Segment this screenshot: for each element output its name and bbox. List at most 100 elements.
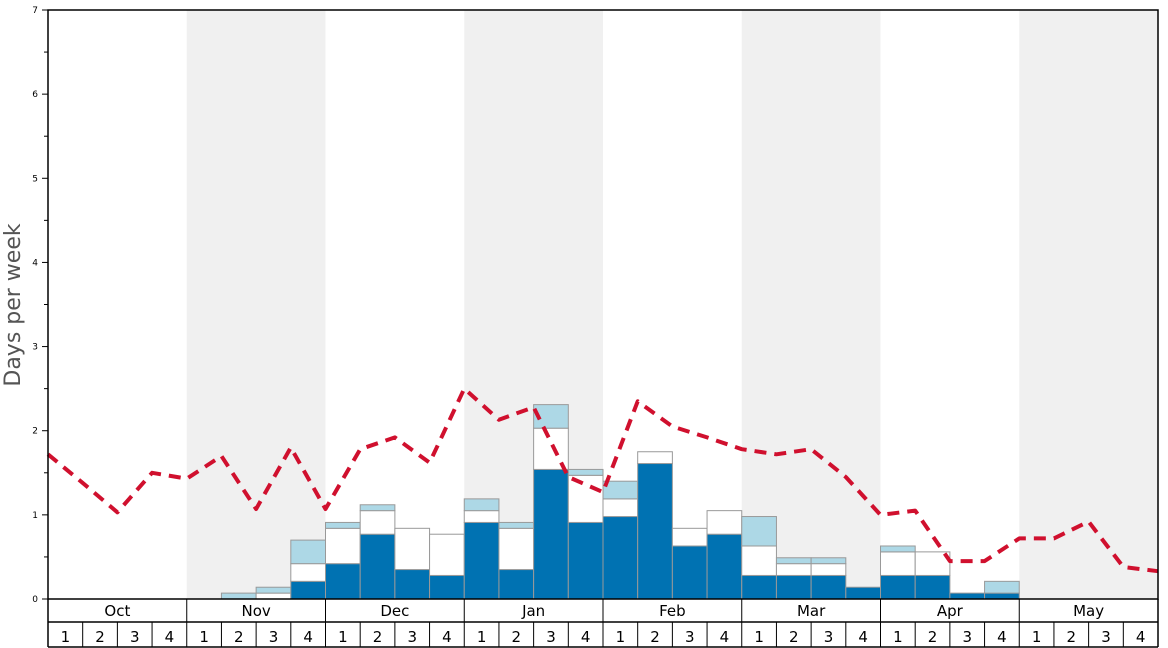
- bar-segment-dark: [880, 574, 916, 600]
- week-label: 1: [199, 628, 209, 646]
- bar-segment-light: [984, 580, 1020, 594]
- month-label: Dec: [380, 602, 409, 620]
- bar-segment-white: [359, 510, 396, 535]
- bar-segment-white: [463, 510, 500, 523]
- week-label: 1: [61, 628, 71, 646]
- week-label: 2: [95, 628, 105, 646]
- week-label: 2: [1067, 628, 1077, 646]
- week-label: 3: [546, 628, 556, 646]
- y-tick-label: 1: [32, 511, 38, 521]
- bar-segment-light: [533, 404, 569, 429]
- week-label: 1: [1032, 628, 1042, 646]
- bar-segment-dark: [463, 521, 500, 600]
- bar-segment-white: [637, 451, 673, 465]
- bar-segment-dark: [914, 574, 951, 600]
- week-label: 2: [789, 628, 799, 646]
- bar-segment-dark: [567, 521, 604, 600]
- y-tick-label: 7: [32, 6, 38, 16]
- y-tick-label: 6: [32, 90, 38, 100]
- bar-segment-light: [463, 498, 500, 512]
- month-band-nov: [186, 10, 326, 599]
- month-label: Nov: [241, 602, 270, 620]
- bar-segment-white: [914, 551, 951, 576]
- month-label: Apr: [937, 602, 964, 620]
- bar-segment-white: [325, 527, 361, 565]
- bar-segment-dark: [498, 569, 535, 600]
- bar-segment-white: [255, 592, 292, 600]
- bar-segment-light: [325, 521, 361, 529]
- bar-segment-dark: [637, 463, 673, 600]
- trend-line: [46, 386, 1159, 574]
- month-band-dec: [325, 10, 465, 599]
- week-label: 4: [1136, 628, 1146, 646]
- bar-segment-white: [741, 545, 777, 576]
- week-label: 3: [130, 628, 140, 646]
- bar-segment-white: [706, 510, 743, 535]
- y-tick-label: 4: [32, 258, 38, 268]
- bar-segment-light: [741, 516, 777, 547]
- y-axis: 0 1 2 3 4 5 6 7: [32, 6, 48, 605]
- bar-segment-dark: [671, 545, 708, 600]
- bar-segment-light: [498, 521, 535, 529]
- month-label: Jan: [521, 602, 545, 620]
- month-label: May: [1073, 602, 1104, 620]
- week-label: 1: [338, 628, 348, 646]
- week-label: 4: [581, 628, 591, 646]
- week-label: 3: [407, 628, 417, 646]
- bar-segment-white: [671, 527, 708, 547]
- y-tick-label: 0: [32, 595, 38, 605]
- week-label: 2: [234, 628, 244, 646]
- bar-segment-light: [567, 468, 604, 476]
- y-tick-label: 5: [32, 174, 38, 184]
- week-label: 3: [962, 628, 972, 646]
- month-label: Oct: [104, 602, 130, 620]
- week-label: 2: [373, 628, 383, 646]
- bar-segment-dark: [602, 516, 639, 600]
- bar-segment-white: [498, 527, 535, 571]
- bar-segment-light: [290, 539, 326, 565]
- bar-segment-white: [567, 474, 604, 523]
- bar-segment-white: [602, 498, 639, 518]
- bar-segment-dark: [706, 533, 743, 600]
- bar-segment-dark: [741, 574, 777, 600]
- y-tick-label: 3: [32, 343, 38, 353]
- week-label: 2: [512, 628, 522, 646]
- week-label: 4: [720, 628, 730, 646]
- bar-segment-dark: [429, 574, 465, 600]
- bar-segment-dark: [775, 574, 812, 600]
- bar-segment-dark: [290, 580, 326, 600]
- month-band-mar: [741, 10, 881, 599]
- month-label: Feb: [659, 602, 686, 620]
- bar-segment-dark: [359, 533, 396, 600]
- y-axis-label: Days per week: [1, 223, 26, 386]
- bar-segment-dark: [984, 592, 1020, 600]
- week-label: 3: [824, 628, 834, 646]
- bar-segment-dark: [533, 468, 569, 600]
- week-label: 4: [165, 628, 175, 646]
- bar-segment-light: [220, 592, 257, 600]
- month-band-oct: [48, 10, 187, 599]
- bar-segment-light: [775, 557, 812, 565]
- bar-segment-white: [880, 551, 916, 576]
- bars-layer: [220, 404, 1020, 600]
- bar-segment-dark: [810, 574, 847, 600]
- bar-segment-white: [394, 527, 431, 571]
- week-label: 1: [477, 628, 487, 646]
- bar-segment-white: [775, 563, 812, 576]
- month-label: Mar: [797, 602, 826, 620]
- bar-segment-light: [359, 504, 396, 512]
- week-label: 2: [650, 628, 660, 646]
- bar-segment-white: [810, 563, 847, 576]
- week-label: 4: [997, 628, 1007, 646]
- week-label: 4: [858, 628, 868, 646]
- month-band-apr: [880, 10, 1020, 599]
- bar-segment-dark: [845, 586, 881, 600]
- x-axis: Oct 1 2 3 4 Nov 1 2 3 4 Dec 1 2 3 4 Jan 1 2 3 4 Feb 1 2 3 4 Mar 1 2…: [47, 599, 1159, 648]
- week-label: 4: [442, 628, 452, 646]
- bar-segment-white: [290, 563, 326, 582]
- week-label: 2: [928, 628, 938, 646]
- week-label: 1: [754, 628, 764, 646]
- month-band-may: [1019, 10, 1158, 599]
- bar-segment-dark: [325, 563, 361, 600]
